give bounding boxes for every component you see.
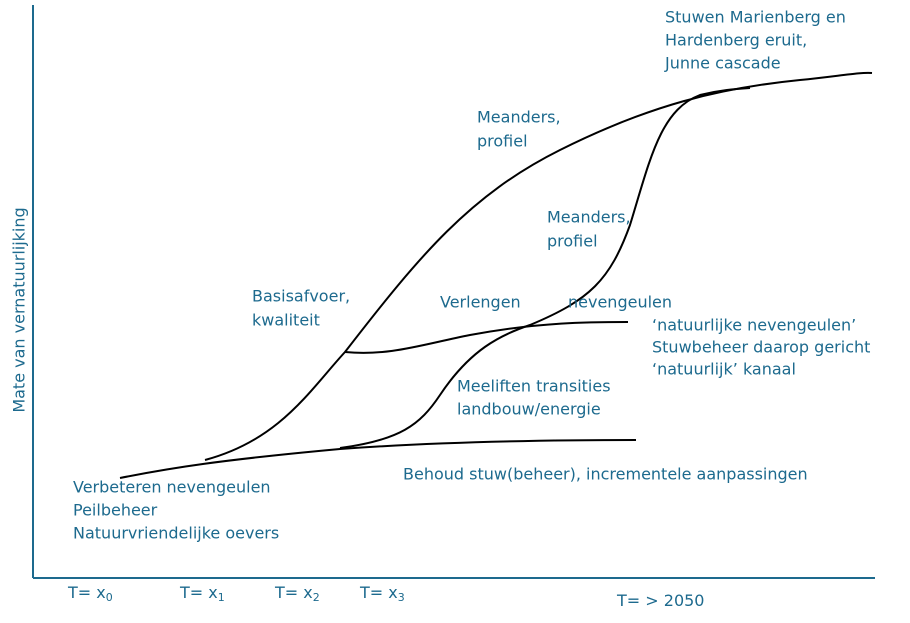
time-label-sub: 1 [218, 591, 225, 604]
time-label: T= x2 [274, 583, 320, 605]
annotation: ‘natuurlijk’ kanaal [652, 360, 796, 379]
time-label-text: T= x [67, 583, 106, 602]
time-label: T= x1 [179, 583, 225, 605]
branch-curve [344, 321, 629, 354]
annotation: kwaliteit [252, 311, 320, 330]
annotation: Verlengen [440, 293, 521, 312]
annotation: Stuwbeheer daarop gericht [652, 338, 870, 357]
annotation: profiel [477, 132, 528, 151]
time-label-text: T= x [274, 583, 313, 602]
annotation: nevengeulen [568, 293, 672, 312]
annotation: profiel [547, 232, 598, 251]
annotation: Peilbeheer [73, 501, 158, 520]
annotation: Verbeteren nevengeulen [73, 478, 271, 497]
time-label-sub: 2 [313, 591, 320, 604]
transition-curve [339, 87, 751, 449]
annotation: Junne cascade [664, 54, 781, 73]
annotation: Meeliften transities [457, 377, 611, 396]
annotation: Behoud stuw(beheer), incrementele aanpas… [403, 465, 808, 484]
time-label: T= > 2050 [616, 591, 704, 610]
annotation: Hardenberg eruit, [665, 31, 807, 50]
annotation: landbouw/energie [457, 400, 601, 419]
time-label: T= x0 [67, 583, 113, 605]
main-curve [204, 71, 873, 461]
y-axis-label: Mate van vernatuurlijking [10, 207, 29, 412]
time-label-text: T= > 2050 [616, 591, 704, 610]
labels: Stuwen Marienberg en Hardenberg eruit, Jun… [67, 8, 870, 610]
time-label: T= x3 [359, 583, 405, 605]
annotation: ‘natuurlijke nevengeulen’ [652, 316, 856, 335]
annotation: Stuwen Marienberg en [665, 8, 846, 27]
time-label-sub: 3 [398, 591, 405, 604]
baseline-curve [119, 439, 637, 479]
annotation: Meanders, [547, 208, 631, 227]
annotation: Natuurvriendelijke oevers [73, 524, 279, 543]
annotation: Basisafvoer, [252, 287, 350, 306]
time-label-sub: 0 [106, 591, 113, 604]
time-label-text: T= x [359, 583, 398, 602]
annotation: Meanders, [477, 108, 561, 127]
time-label-text: T= x [179, 583, 218, 602]
